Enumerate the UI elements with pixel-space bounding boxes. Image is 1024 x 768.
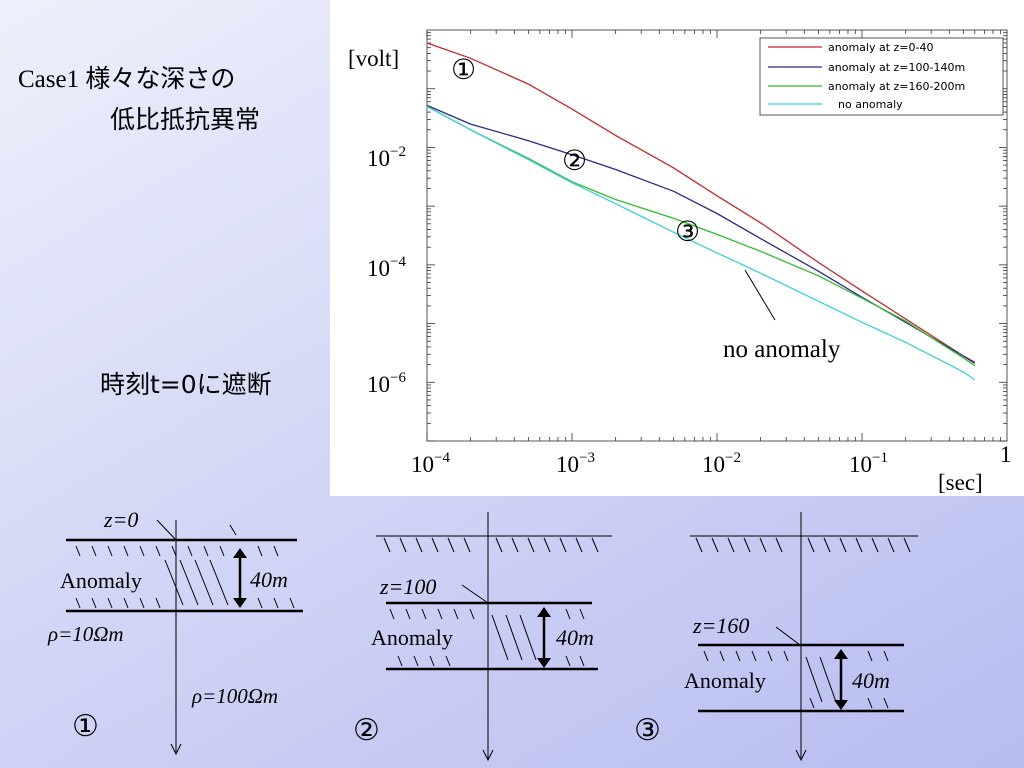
thickness-arrow-head-up-2 (537, 607, 551, 617)
borehole-arrow-1 (170, 743, 182, 756)
legend-label-4: no anomaly (838, 98, 903, 111)
x-tick-label-4: 10−1 (849, 450, 888, 477)
hatch-top-1 (75, 524, 279, 557)
no-anomaly-pointer (744, 269, 776, 321)
title-line2: 低比抵抗異常 (110, 105, 260, 134)
hatch-body-1 (164, 559, 229, 606)
series-line-3 (426, 105, 976, 367)
borehole-arrow-3 (795, 749, 807, 762)
x-tick-label-3: 10−2 (702, 450, 741, 477)
annotation-3: ③ (675, 215, 700, 248)
series-line-2 (426, 104, 976, 364)
rho-anomaly-label: ρ=10Ωm (47, 622, 124, 646)
legend-label-1: anomaly at z=0-40 (828, 41, 933, 54)
depth-label-3: z=160 (692, 613, 749, 638)
x-tick-label-5: 1 (1000, 442, 1012, 467)
thickness-arrow-head-down-1 (233, 598, 247, 608)
y-tick-label-3: 10−6 (367, 370, 406, 397)
anomaly-label-2: Anomaly (371, 625, 453, 650)
annotation-2: ② (562, 144, 587, 177)
thickness-arrow-head-down-3 (834, 700, 848, 710)
y-axis-label: [volt] (348, 46, 399, 71)
cutoff-note: 時刻t=0に遮断 (100, 370, 272, 399)
legend-label-2: anomaly at z=100-140m (828, 61, 965, 74)
series-line-1 (426, 42, 976, 363)
diagram-marker-1: ① (72, 709, 99, 744)
depth-pointer-2 (461, 584, 489, 604)
depth-label-1: z=0 (103, 507, 138, 532)
diagram-1: z=0 Anomaly 40m ρ=10 (47, 507, 303, 756)
y-tick-label-2: 10−4 (367, 254, 406, 281)
series-line-4 (426, 105, 976, 381)
annotation-1: ① (451, 53, 476, 86)
thickness-arrow-head-down-2 (537, 658, 551, 668)
anomaly-label-3: Anomaly (684, 668, 766, 693)
x-tick-label-2: 10−3 (556, 450, 595, 477)
surface-hatch-2 (383, 537, 599, 553)
diagram-3: z=160 Anomaly 40m ③ (634, 512, 918, 762)
y-tick-label-1: 10−2 (367, 144, 406, 171)
thickness-arrow-head-up-1 (233, 548, 247, 558)
annotation-no-anomaly: no anomaly (723, 336, 841, 363)
chart-legend (759, 37, 1004, 116)
thickness-label-1: 40m (250, 567, 288, 592)
thickness-label-2: 40m (556, 625, 594, 650)
diagram-marker-3: ③ (634, 713, 661, 748)
depth-pointer-3 (775, 626, 801, 646)
hatch-bottom-1 (75, 597, 295, 609)
chart-lines (426, 42, 976, 381)
depth-label-2: z=100 (379, 574, 436, 599)
diagram-marker-2: ② (353, 713, 380, 748)
diagram-2: z=100 Anomaly 40m ② (353, 512, 612, 762)
anomaly-label-1: Anomaly (60, 568, 142, 593)
thickness-label-3: 40m (852, 668, 890, 693)
depth-pointer-1 (156, 519, 177, 541)
borehole-arrow-2 (482, 749, 494, 762)
rho-host-label: ρ=100Ωm (191, 684, 278, 708)
thickness-arrow-head-up-3 (834, 649, 848, 659)
title-line1: Case1 様々な深さの (18, 65, 235, 93)
x-axis-label: [sec] (938, 470, 983, 495)
hatch-body-3 (703, 650, 889, 709)
x-tick-label-1: 10−4 (411, 450, 450, 477)
surface-hatch-3 (695, 537, 911, 553)
legend-label-3: anomaly at z=160-200m (828, 80, 965, 93)
hatch-body-2 (389, 608, 585, 667)
